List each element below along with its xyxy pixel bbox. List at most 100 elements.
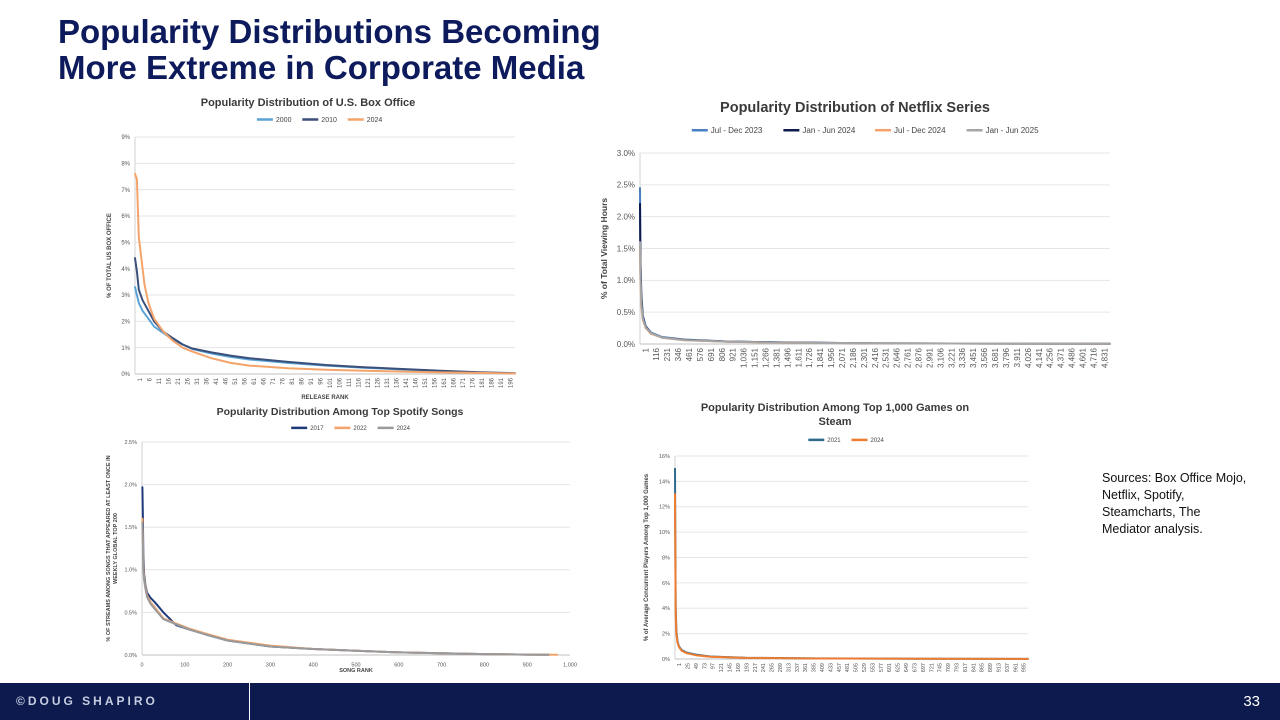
steam-xtick-label: 145	[728, 663, 734, 672]
steam-xtick-label: 385	[812, 663, 818, 672]
steam-xtick-label: 841	[971, 663, 977, 672]
steam-xtick-label: 961	[1013, 663, 1019, 672]
box-xtick-label: 26	[185, 377, 191, 384]
footer-brand: ©DOUG SHAPIRO	[16, 694, 158, 708]
spotify-xtick-label: 800	[480, 663, 489, 669]
box-xtick-label: 176	[470, 377, 476, 388]
box-xtick-label: 111	[347, 377, 353, 387]
steam-xtick-label: 313	[786, 663, 792, 672]
steam-xtick-label: 577	[879, 663, 885, 672]
steam-yaxis-label: % of Average Concurrent Players Among To…	[644, 473, 650, 641]
steam-chart-title-line-1: Popularity Distribution Among Top 1,000 …	[701, 402, 970, 414]
spotify-ytick-label: 1.5%	[124, 525, 137, 531]
box-ytick-label: 5%	[121, 240, 130, 246]
box-series-line-2010	[135, 258, 515, 373]
steam-legend-label: 2021	[827, 438, 841, 444]
box-xtick-label: 171	[461, 377, 467, 388]
box-ytick-label: 9%	[121, 135, 130, 141]
page-number: 33	[1243, 693, 1260, 710]
steam-xtick-label: 937	[1005, 663, 1011, 672]
box-xtick-label: 81	[290, 377, 296, 384]
steam-xtick-label: 289	[778, 663, 784, 672]
steam-ytick-label: 0%	[662, 657, 670, 663]
spotify-ytick-label: 1.0%	[124, 568, 137, 574]
spotify-series-line-2017	[142, 487, 548, 655]
box-xtick-label: 1	[138, 377, 144, 381]
netflix-xtick-label: 2,186	[849, 347, 858, 368]
netflix-xtick-label: 231	[663, 347, 672, 361]
steam-xtick-label: 49	[694, 663, 700, 669]
steam-ytick-label: 12%	[659, 505, 670, 511]
netflix-xtick-label: 116	[652, 347, 661, 360]
steam-xtick-label: 625	[896, 663, 902, 672]
netflix-xtick-label: 2,991	[925, 347, 934, 368]
box-xtick-label: 106	[337, 377, 343, 388]
steam-xtick-label: 817	[963, 663, 969, 672]
box-xtick-label: 131	[385, 377, 391, 388]
steam-xtick-label: 505	[854, 663, 860, 672]
netflix-xtick-label: 3,681	[991, 347, 1000, 368]
netflix-series-line-jul-dec-2024	[640, 249, 1110, 344]
spotify-series-line-2024	[142, 523, 548, 655]
slide-title-line-1: Popularity Distributions Becoming	[58, 14, 758, 50]
steam-xtick-label: 481	[845, 663, 851, 672]
netflix-ytick-label: 2.5%	[617, 181, 635, 190]
steam-chart: Popularity Distribution Among Top 1,000 …	[635, 395, 1035, 680]
spotify-xtick-label: 100	[180, 663, 189, 669]
spotify-xtick-label: 200	[223, 663, 232, 669]
steam-legend-label: 2024	[871, 438, 885, 444]
netflix-xtick-label: 2,531	[882, 347, 891, 368]
steam-ytick-label: 14%	[659, 479, 670, 485]
steam-xtick-label: 985	[1022, 663, 1028, 672]
box-ytick-label: 4%	[121, 267, 130, 273]
netflix-legend: Jul - Dec 2023 Jan - Jun 2024 Jul - Dec 20…	[692, 126, 1039, 135]
netflix-xtick-label: 1,151	[751, 347, 760, 368]
netflix-xtick-label: 2,761	[904, 347, 913, 368]
steam-ytick-label: 16%	[659, 454, 670, 460]
steam-xtick-label: 721	[929, 663, 935, 672]
steam-xtick-label: 97	[711, 663, 717, 669]
netflix-xtick-label: 3,566	[980, 347, 989, 368]
netflix-xtick-label: 576	[696, 347, 705, 361]
steam-ytick-label: 8%	[662, 555, 670, 561]
netflix-xtick-label: 3,336	[958, 347, 967, 368]
netflix-yaxis-label: % of Total Viewing Hours	[599, 198, 609, 299]
box-xtick-label: 191	[499, 377, 505, 388]
netflix-xtick-label: 3,796	[1002, 347, 1011, 368]
steam-xtick-label: 409	[820, 663, 826, 672]
box-xtick-label: 36	[204, 377, 210, 384]
steam-ytick-label: 6%	[662, 581, 670, 587]
box-xtick-label: 31	[195, 377, 201, 384]
box-xtick-label: 161	[442, 377, 448, 388]
box-series-line-2000	[135, 287, 515, 373]
box-xtick-label: 116	[356, 377, 362, 387]
box-xtick-label: 51	[233, 377, 239, 384]
box-xtick-label: 151	[423, 377, 429, 388]
steam-series-line-2024	[675, 494, 1028, 659]
spotify-xtick-label: 300	[266, 663, 275, 669]
spotify-ytick-label: 0.0%	[124, 653, 137, 659]
box-xtick-label: 11	[157, 377, 163, 384]
steam-chart-title-line-2: Steam	[818, 416, 851, 428]
box-ytick-label: 2%	[121, 319, 130, 325]
netflix-xtick-label: 4,486	[1068, 347, 1077, 368]
netflix-ytick-label: 3.0%	[617, 149, 635, 158]
spotify-xaxis-label: SONG RANK	[339, 668, 373, 674]
netflix-series-line-jul-dec-2023	[640, 188, 1110, 344]
footer-bar: ©DOUG SHAPIRO 33	[0, 683, 1280, 720]
box-legend-label: 2024	[367, 117, 383, 124]
netflix-xtick-label: 1,266	[761, 347, 770, 368]
netflix-chart: Popularity Distribution of Netflix Serie…	[585, 90, 1125, 390]
netflix-legend-label: Jan - Jun 2024	[802, 126, 855, 135]
box-xtick-label: 91	[309, 377, 315, 384]
netflix-xtick-label: 806	[718, 347, 727, 361]
box-ytick-label: 7%	[121, 188, 130, 194]
spotify-chart: Popularity Distribution Among Top Spotif…	[100, 400, 590, 680]
box-xtick-label: 56	[242, 377, 248, 384]
steam-xtick-label: 529	[862, 663, 868, 672]
box-xtick-label: 146	[413, 377, 419, 388]
box-legend: 2000 2010 2024	[257, 117, 382, 124]
steam-legend: 2021 2024	[808, 438, 884, 444]
spotify-xtick-label: 900	[523, 663, 532, 669]
spotify-xtick-label: 600	[394, 663, 403, 669]
